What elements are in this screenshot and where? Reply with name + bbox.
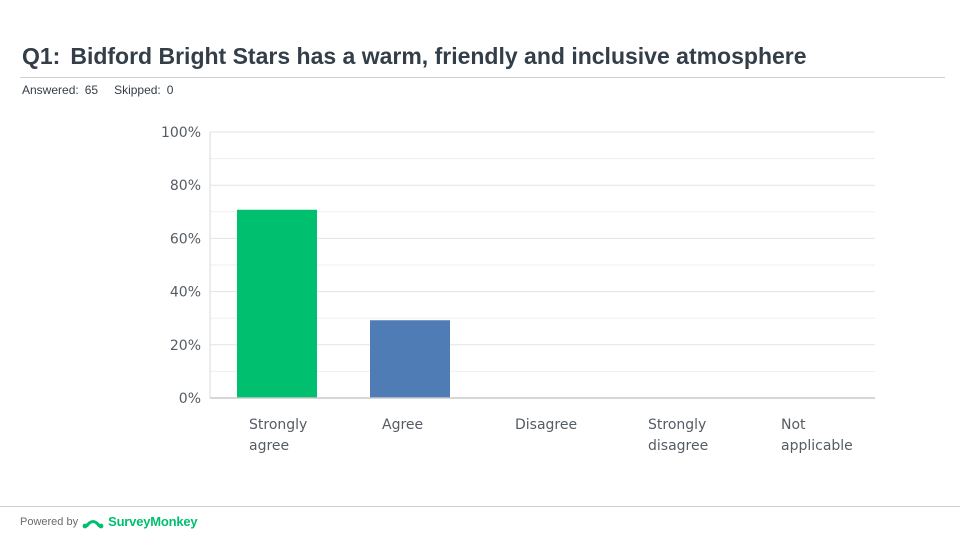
powered-by-text: Powered by xyxy=(20,515,79,528)
skipped-stat: Skipped: 0 xyxy=(114,83,173,97)
question-text: Bidford Bright Stars has a warm, friendl… xyxy=(70,43,807,69)
x-tick-label: Strongly xyxy=(249,417,307,433)
title-divider xyxy=(20,77,945,78)
skipped-label: Skipped: xyxy=(114,83,161,97)
footer: Powered by SurveyMonkey xyxy=(20,514,198,529)
surveymonkey-logo-icon xyxy=(82,519,104,528)
response-stats: Answered: 65 Skipped: 0 xyxy=(22,83,173,97)
y-tick-label: 100% xyxy=(161,125,201,141)
y-tick-label: 20% xyxy=(170,338,201,354)
skipped-value: 0 xyxy=(166,83,174,97)
bar-chart: 0% 20% 40% 60% 80% 100% Strongly agree Agree Disa… xyxy=(161,125,875,454)
footer-divider xyxy=(0,506,960,507)
answered-stat: Answered: 65 xyxy=(22,83,98,97)
x-tick-label: disagree xyxy=(648,438,708,454)
answered-label: Answered: xyxy=(22,83,79,97)
question-title: Q1: Bidford Bright Stars has a warm, fri… xyxy=(22,43,807,70)
question-number: Q1: xyxy=(22,43,61,69)
x-tick-label: Agree xyxy=(382,417,423,433)
bar xyxy=(237,209,317,398)
answered-value: 65 xyxy=(84,83,99,97)
x-tick-label: Not xyxy=(781,417,806,433)
y-tick-label: 60% xyxy=(170,231,201,247)
x-tick-label: Strongly xyxy=(648,417,706,433)
y-tick-label: 80% xyxy=(170,178,201,194)
x-tick-label: agree xyxy=(249,438,289,454)
y-tick-label: 40% xyxy=(170,285,201,301)
y-tick-label: 0% xyxy=(179,391,201,407)
x-tick-label: Disagree xyxy=(515,417,577,433)
bar xyxy=(370,320,450,398)
surveymonkey-brand: SurveyMonkey xyxy=(108,514,198,529)
x-tick-label: applicable xyxy=(781,438,853,454)
